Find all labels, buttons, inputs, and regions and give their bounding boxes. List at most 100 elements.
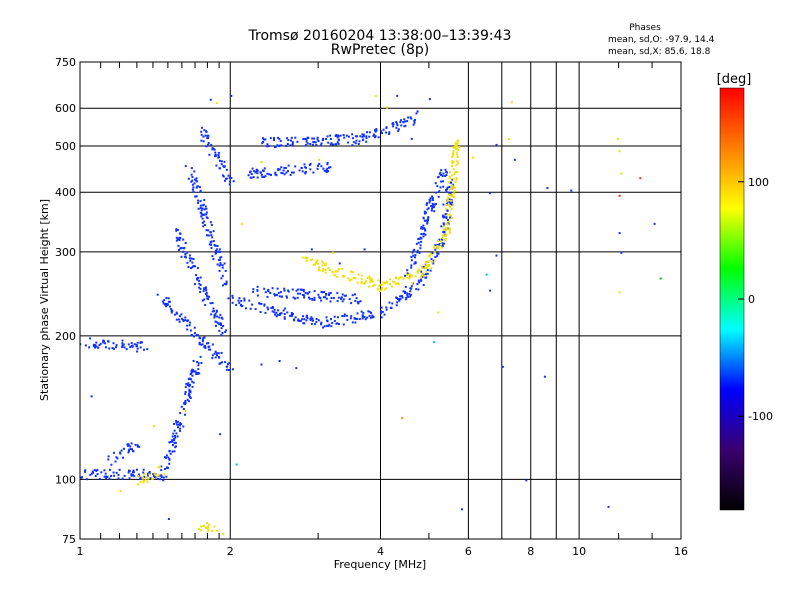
data-point: [293, 297, 296, 300]
data-point: [195, 274, 197, 277]
data-point: [168, 441, 171, 444]
data-point: [283, 316, 286, 319]
data-point: [112, 342, 115, 345]
data-point: [180, 423, 183, 426]
data-point: [191, 179, 194, 182]
data-point: [140, 341, 143, 344]
data-point: [452, 150, 455, 153]
data-point: [433, 259, 436, 262]
data-point: [211, 357, 214, 360]
data-point: [363, 316, 366, 319]
data-point: [184, 392, 187, 395]
data-point: [452, 185, 455, 188]
data-point: [454, 146, 457, 149]
data-point: [346, 318, 349, 321]
data-point: [190, 173, 193, 176]
data-point: [336, 299, 339, 302]
data-point: [368, 275, 371, 278]
data-point: [443, 215, 446, 218]
data-point: [197, 201, 200, 204]
data-point: [417, 238, 420, 241]
data-point: [388, 133, 391, 135]
data-point: [441, 242, 444, 245]
data-point: [472, 156, 474, 159]
data-point: [336, 292, 339, 295]
data-point: [396, 298, 399, 301]
data-point: [199, 204, 202, 207]
data-point: [178, 249, 181, 251]
data-point: [310, 322, 313, 325]
data-point: [368, 314, 371, 317]
data-point: [214, 151, 217, 154]
data-point: [139, 478, 142, 480]
data-point: [410, 137, 413, 140]
data-point: [185, 382, 188, 385]
data-point: [328, 269, 331, 271]
data-point: [195, 186, 198, 189]
data-point: [212, 258, 215, 261]
data-point: [309, 143, 312, 145]
data-point: [374, 129, 376, 132]
data-point: [342, 275, 345, 278]
data-point: [369, 316, 372, 319]
data-point: [351, 133, 354, 136]
data-point: [220, 352, 223, 354]
data-point: [414, 261, 417, 264]
data-point: [220, 256, 223, 259]
x-tick-label: 1: [77, 545, 84, 558]
data-point: [103, 469, 106, 472]
data-point: [264, 175, 267, 178]
data-point: [277, 168, 280, 171]
data-point: [389, 278, 392, 281]
data-point: [160, 474, 163, 477]
data-point: [85, 478, 88, 481]
data-point: [172, 444, 174, 446]
data-point: [312, 171, 315, 174]
data-point: [433, 245, 436, 248]
data-point: [227, 363, 229, 366]
data-point: [390, 306, 392, 309]
data-point: [205, 216, 208, 219]
data-point: [205, 289, 208, 292]
data-point: [221, 266, 224, 269]
data-point: [388, 131, 391, 134]
data-point: [367, 285, 370, 288]
data-point: [138, 445, 141, 448]
data-point: [428, 254, 431, 257]
data-point: [424, 273, 427, 276]
data-point: [123, 474, 126, 477]
data-point: [232, 180, 235, 183]
data-point: [414, 275, 417, 278]
data-point: [421, 227, 424, 230]
data-point: [201, 340, 204, 343]
data-point: [350, 302, 353, 305]
data-point: [153, 476, 156, 478]
data-point: [151, 478, 154, 481]
data-point: [398, 299, 401, 302]
data-point: [440, 169, 443, 172]
data-point: [452, 152, 454, 155]
data-point: [416, 251, 419, 254]
data-point: [304, 170, 307, 173]
data-point: [431, 202, 434, 205]
data-point: [163, 299, 166, 302]
data-point: [227, 174, 230, 177]
data-point: [501, 365, 504, 368]
data-point: [220, 160, 223, 163]
data-point: [291, 314, 293, 317]
data-point: [310, 248, 313, 251]
data-point: [84, 470, 86, 473]
data-point: [343, 136, 346, 139]
data-point: [197, 207, 200, 210]
data-point: [283, 287, 286, 290]
data-point: [224, 361, 227, 364]
data-point: [285, 144, 288, 147]
data-point: [448, 198, 451, 201]
data-point: [324, 296, 327, 299]
data-point: [410, 285, 413, 288]
data-point: [380, 306, 383, 309]
data-point: [525, 479, 528, 482]
data-point: [437, 252, 440, 255]
data-point: [448, 177, 451, 180]
data-point: [365, 140, 368, 143]
